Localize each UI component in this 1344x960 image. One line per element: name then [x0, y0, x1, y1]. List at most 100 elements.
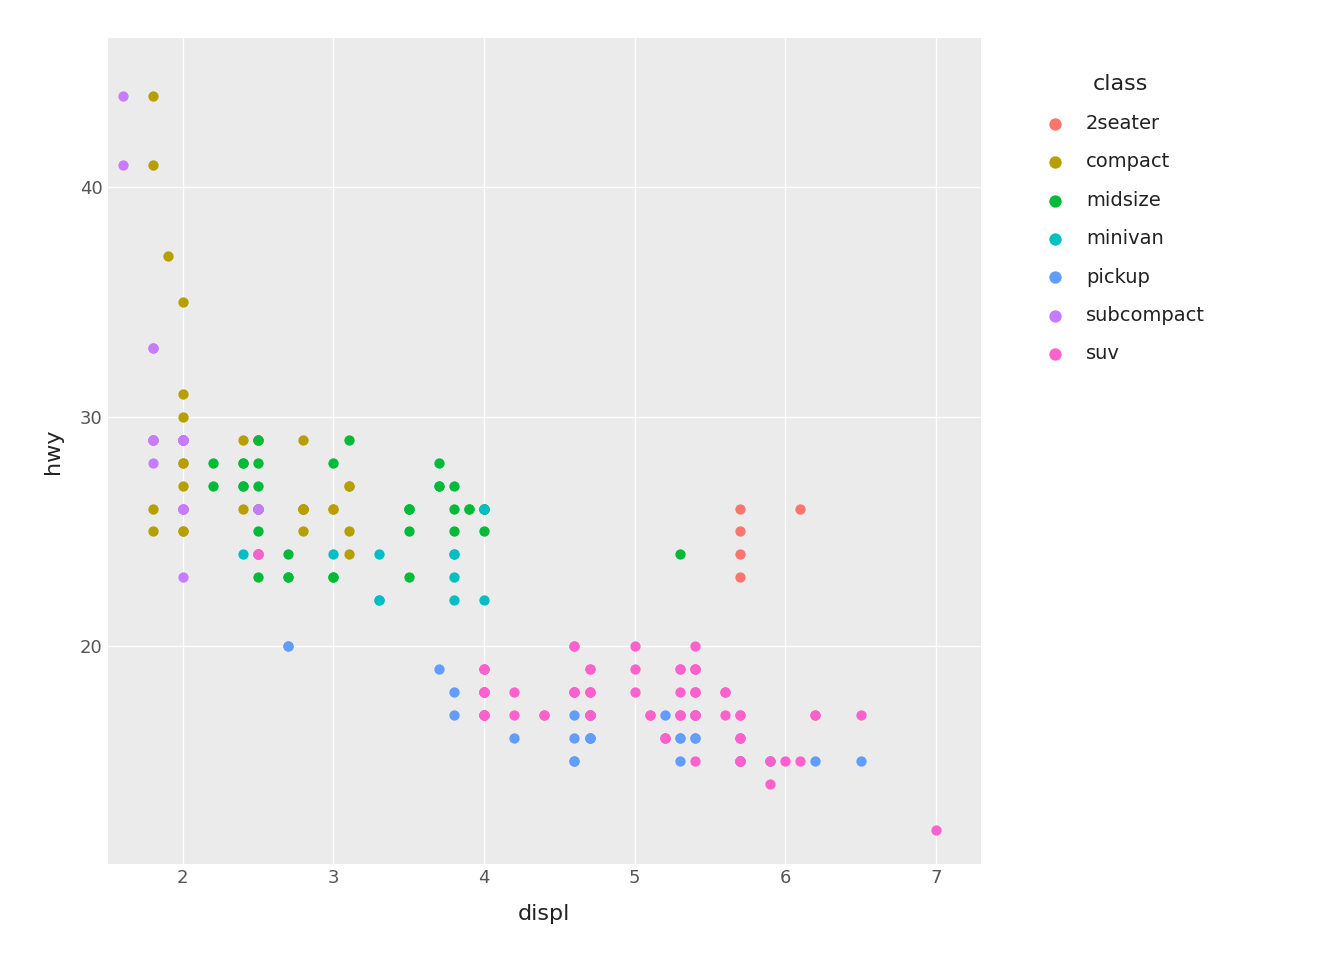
suv	[579, 684, 601, 700]
midsize	[277, 547, 298, 563]
compact	[142, 501, 164, 516]
2seater	[730, 569, 751, 585]
midsize	[233, 455, 254, 470]
suv	[714, 684, 735, 700]
compact	[172, 386, 194, 401]
pickup	[669, 753, 691, 768]
suv	[655, 731, 676, 746]
midsize	[398, 569, 419, 585]
suv	[579, 684, 601, 700]
midsize	[398, 501, 419, 516]
suv	[579, 708, 601, 723]
compact	[233, 432, 254, 447]
suv	[504, 708, 526, 723]
midsize	[669, 547, 691, 563]
suv	[247, 547, 269, 563]
suv	[579, 684, 601, 700]
subcompact	[172, 501, 194, 516]
compact	[337, 524, 359, 540]
pickup	[730, 753, 751, 768]
compact	[172, 432, 194, 447]
suv	[473, 684, 495, 700]
pickup	[473, 684, 495, 700]
subcompact	[247, 501, 269, 516]
suv	[805, 708, 827, 723]
suv	[805, 708, 827, 723]
subcompact	[172, 432, 194, 447]
subcompact	[172, 432, 194, 447]
suv	[473, 684, 495, 700]
suv	[669, 708, 691, 723]
minivan	[323, 547, 344, 563]
compact	[293, 501, 314, 516]
compact	[323, 501, 344, 516]
midsize	[277, 569, 298, 585]
suv	[684, 661, 706, 677]
compact	[172, 524, 194, 540]
pickup	[579, 708, 601, 723]
subcompact	[142, 341, 164, 356]
suv	[473, 708, 495, 723]
suv	[684, 708, 706, 723]
suv	[669, 661, 691, 677]
compact	[247, 501, 269, 516]
compact	[172, 524, 194, 540]
suv	[473, 684, 495, 700]
pickup	[849, 753, 871, 768]
suv	[684, 684, 706, 700]
pickup	[579, 708, 601, 723]
compact	[142, 432, 164, 447]
subcompact	[247, 547, 269, 563]
suv	[534, 708, 555, 723]
midsize	[323, 569, 344, 585]
compact	[247, 432, 269, 447]
pickup	[669, 731, 691, 746]
compact	[172, 409, 194, 424]
midsize	[444, 501, 465, 516]
minivan	[233, 547, 254, 563]
pickup	[563, 753, 585, 768]
pickup	[277, 638, 298, 654]
pickup	[473, 708, 495, 723]
subcompact	[172, 432, 194, 447]
compact	[233, 501, 254, 516]
subcompact	[142, 341, 164, 356]
compact	[172, 295, 194, 310]
compact	[172, 455, 194, 470]
compact	[142, 524, 164, 540]
midsize	[323, 455, 344, 470]
midsize	[473, 501, 495, 516]
midsize	[277, 569, 298, 585]
suv	[579, 708, 601, 723]
suv	[473, 684, 495, 700]
compact	[337, 478, 359, 493]
minivan	[444, 547, 465, 563]
2seater	[730, 501, 751, 516]
pickup	[684, 731, 706, 746]
pickup	[730, 753, 751, 768]
suv	[563, 684, 585, 700]
midsize	[444, 524, 465, 540]
midsize	[444, 478, 465, 493]
suv	[730, 753, 751, 768]
suv	[473, 708, 495, 723]
midsize	[247, 478, 269, 493]
suv	[563, 684, 585, 700]
subcompact	[247, 501, 269, 516]
suv	[730, 708, 751, 723]
2seater	[730, 524, 751, 540]
compact	[293, 501, 314, 516]
suv	[684, 753, 706, 768]
subcompact	[172, 432, 194, 447]
pickup	[563, 753, 585, 768]
X-axis label: displ: displ	[519, 903, 570, 924]
suv	[730, 708, 751, 723]
suv	[759, 776, 781, 791]
subcompact	[172, 569, 194, 585]
pickup	[669, 731, 691, 746]
compact	[172, 478, 194, 493]
pickup	[805, 753, 827, 768]
minivan	[444, 592, 465, 608]
suv	[579, 708, 601, 723]
subcompact	[142, 432, 164, 447]
